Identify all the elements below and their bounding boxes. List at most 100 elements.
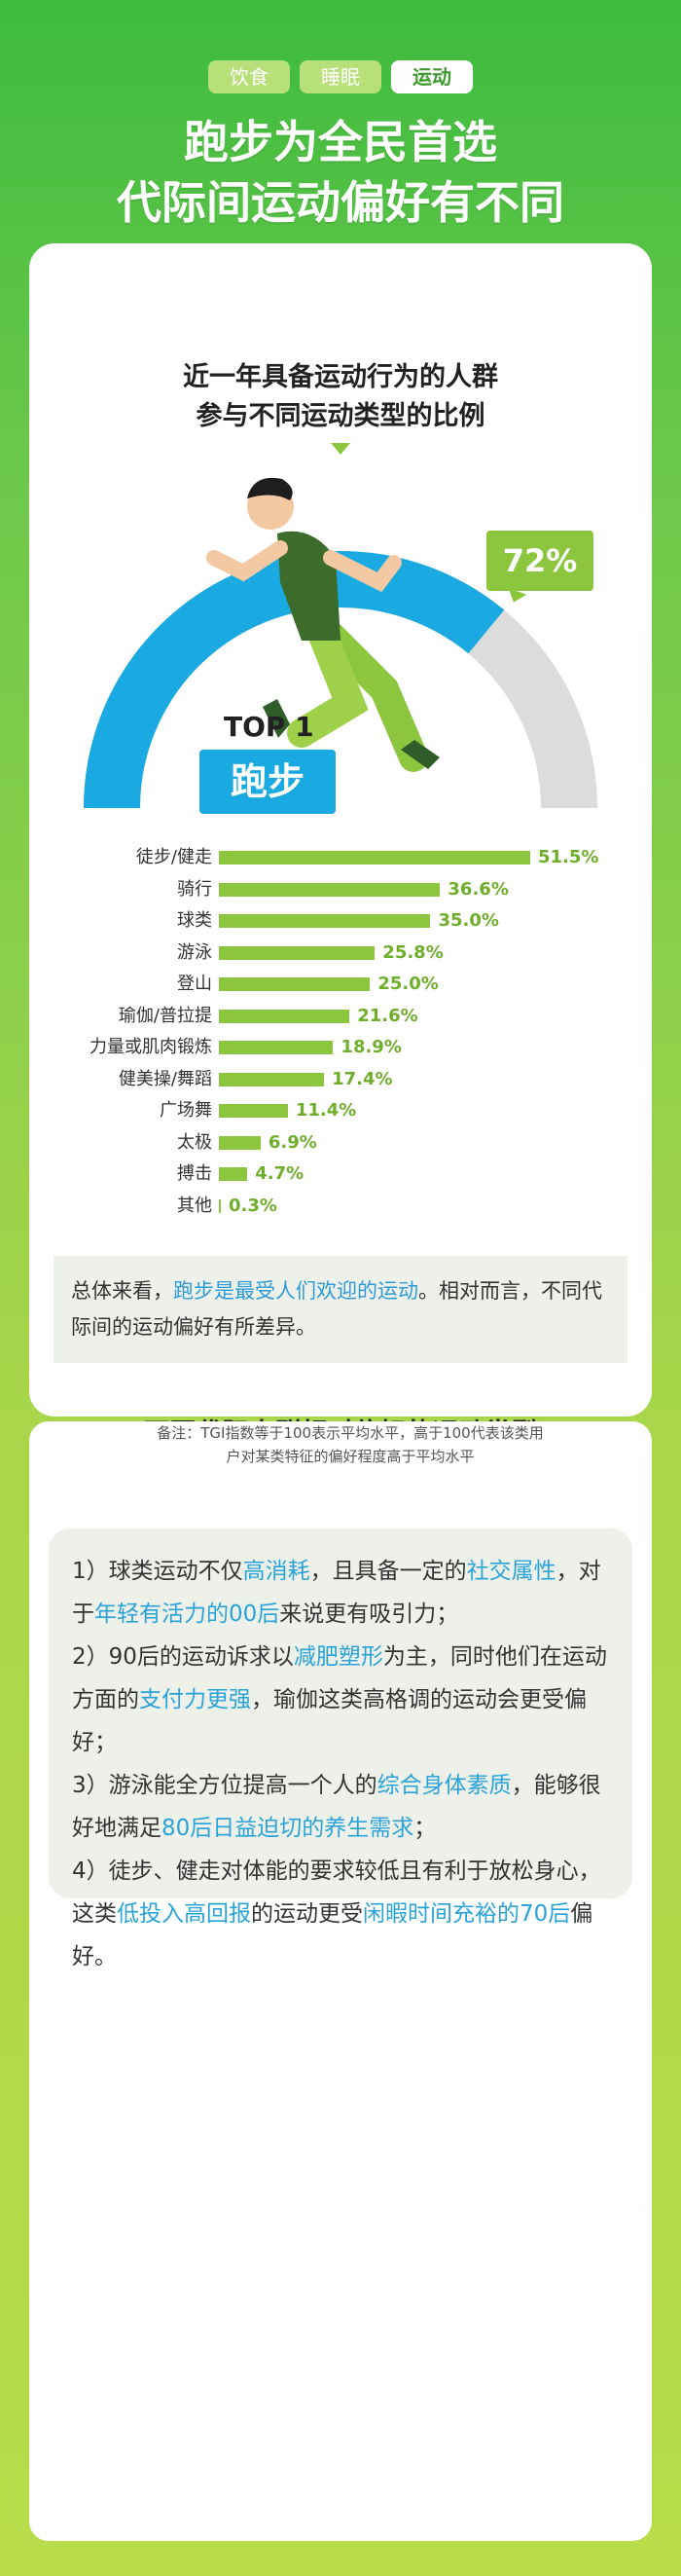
analysis-highlight: 支付力更强 <box>139 1687 251 1712</box>
bar-row: 骑行 36.6% <box>29 876 652 903</box>
analysis-highlight: 闲暇时间充裕的70后 <box>363 1901 571 1927</box>
bar <box>219 914 431 928</box>
bar-value-label: 17.4% <box>332 1068 393 1089</box>
top-percent-badge: 72% <box>486 531 593 591</box>
top-rank-label: TOP 1 <box>224 711 314 743</box>
analysis-highlight: 低投入高回报 <box>117 1901 251 1927</box>
bar <box>219 1198 221 1213</box>
bar-row: 徒步/健走 51.5% <box>29 844 652 871</box>
bar <box>219 945 376 960</box>
summary-note: 总体来看，跑步是最受人们欢迎的运动。相对而言，不同代际间的运动偏好有所差异。 <box>54 1256 627 1363</box>
analysis-paragraph: 2）90后的运动诉求以减肥塑形为主，同时他们在运动方面的支付力更强，瑜伽这类高格… <box>72 1636 609 1764</box>
bar-row: 瑜伽/普拉提 21.6% <box>29 1003 652 1030</box>
bar-category-label: 游泳 <box>177 941 212 963</box>
chart-subtitle-line-1: 近一年具备运动行为的人群 <box>183 362 498 392</box>
tgi-note-line-1: 备注：TGI指数等于100表示平均水平，高于100代表该类用 <box>157 1424 544 1442</box>
gauge-fill <box>84 550 505 809</box>
bar-category-label: 徒步/健走 <box>135 847 212 867</box>
bar-category-label: 广场舞 <box>160 1100 212 1121</box>
bar-category-label: 搏击 <box>177 1163 212 1184</box>
bar <box>219 1104 288 1118</box>
bar-category-label: 太极 <box>177 1131 212 1153</box>
bar-category-label: 瑜伽/普拉提 <box>118 1005 212 1026</box>
bar-value-label: 0.3% <box>229 1195 277 1216</box>
tab-diet[interactable]: 饮食 <box>208 60 290 93</box>
analysis-paragraph: 3）游泳能全方位提高一个人的综合身体素质，能够很好地满足80后日益迫切的养生需求… <box>72 1764 609 1850</box>
bar-value-label: 51.5% <box>538 847 599 867</box>
bar-row: 球类 35.0% <box>29 907 652 935</box>
analysis-text: ，且具备一定的 <box>309 1559 467 1584</box>
bar-row: 太极 6.9% <box>29 1129 652 1157</box>
analysis-summary: 1）球类运动不仅高消耗，且具备一定的社交属性，对于年轻有活力的00后来说更有吸引… <box>49 1528 632 1969</box>
gauge-chart <box>84 550 597 809</box>
analysis-text: 偏好。 <box>72 1901 593 1969</box>
analysis-text: 1）球类运动不仅 <box>72 1559 243 1584</box>
bar-category-label: 球类 <box>177 910 212 931</box>
tab-exercise[interactable]: 运动 <box>391 60 473 93</box>
bar-value-label: 25.8% <box>382 941 444 963</box>
analysis-highlight: 80后日益迫切的养生需求 <box>161 1816 414 1841</box>
analysis-text: ，对于 <box>72 1559 601 1627</box>
summary-text-post: 。相对而言，不同代际间的运动偏好有所差异。 <box>71 1279 602 1339</box>
analysis-highlight: 减肥塑形 <box>293 1644 383 1670</box>
tgi-note: 备注：TGI指数等于100表示平均水平，高于100代表该类用 户对某类特征的偏好… <box>97 1421 603 1468</box>
bar-value-label: 18.9% <box>340 1037 402 1057</box>
bar <box>219 977 371 991</box>
summary-highlight: 跑步是最受人们欢迎的运动 <box>173 1279 418 1303</box>
analysis-text: 3）游泳能全方位提高一个人的 <box>72 1773 377 1798</box>
bar-value-label: 25.0% <box>377 974 439 994</box>
analysis-text: 为主，同时他们在运动方面的 <box>72 1644 607 1712</box>
chart-subtitle-line-2: 参与不同运动类型的比例 <box>196 401 485 431</box>
analysis-text: ，瑜伽这类高格调的运动会更受偏好； <box>72 1687 587 1755</box>
bar-category-label: 健美操/舞蹈 <box>118 1068 212 1089</box>
analysis-highlight: 综合身体素质 <box>376 1773 512 1798</box>
bar-row: 健美操/舞蹈 17.4% <box>29 1066 652 1093</box>
analysis-text: 的运动更受 <box>251 1901 363 1927</box>
bar-value-label: 11.4% <box>295 1100 357 1121</box>
runner-illustration-icon <box>206 477 440 772</box>
bar-value-label: 35.0% <box>438 910 499 931</box>
analysis-highlight: 高消耗 <box>242 1559 310 1584</box>
tgi-note-line-2: 户对某类特征的偏好程度高于平均水平 <box>226 1448 475 1465</box>
analysis-text: ，能够很好地满足 <box>72 1773 601 1841</box>
bar-row: 搏击 4.7% <box>29 1160 652 1188</box>
bar <box>219 1135 261 1150</box>
bar-row: 力量或肌肉锻炼 18.9% <box>29 1034 652 1061</box>
bar-category-label: 其他 <box>177 1195 212 1216</box>
bar <box>219 882 441 897</box>
tab-sleep[interactable]: 睡眠 <box>300 60 381 93</box>
analysis-text: 2）90后的运动诉求以 <box>72 1644 294 1670</box>
analysis-paragraph: 1）球类运动不仅高消耗，且具备一定的社交属性，对于年轻有活力的00后来说更有吸引… <box>72 1550 609 1636</box>
analysis-highlight: 社交属性 <box>466 1559 556 1584</box>
bar-value-label: 21.6% <box>357 1005 418 1026</box>
analysis-text: 来说更有吸引力； <box>279 1601 459 1627</box>
bar-category-label: 登山 <box>177 974 212 994</box>
bar <box>219 851 530 865</box>
summary-text-pre: 总体来看， <box>71 1279 173 1303</box>
page-title-line-2: 代际间运动偏好有不同 <box>117 176 564 229</box>
bar-category-label: 力量或肌肉锻炼 <box>90 1037 212 1057</box>
analysis-highlight: 年轻有活力的00后 <box>94 1601 280 1627</box>
bar <box>219 1072 325 1086</box>
analysis-paragraph: 4）徒步、健走对体能的要求较低且有利于放松身心，这类低投入高回报的运动更受闲暇时… <box>72 1850 609 1978</box>
sport-share-card: 近一年具备运动行为的人群 参与不同运动类型的比例 72% TOP 1 跑步 徒步… <box>29 243 652 1793</box>
bar-value-label: 36.6% <box>448 878 509 900</box>
bar <box>219 1009 350 1023</box>
bar-row: 其他 0.3% <box>29 1193 652 1220</box>
category-tabs: 饮食 睡眠 运动 <box>0 60 681 93</box>
subtitle-caret-icon <box>331 443 350 455</box>
bar-row: 广场舞 11.4% <box>29 1097 652 1124</box>
bar <box>219 1167 248 1181</box>
bar-category-label: 骑行 <box>177 878 212 900</box>
bar-value-label: 6.9% <box>268 1131 317 1153</box>
top-sport-name: 跑步 <box>199 750 336 814</box>
page-title: 跑步为全民首选 代际间运动偏好有不同 <box>0 112 681 233</box>
analysis-card: 备注：TGI指数等于100表示平均水平，高于100代表该类用 户对某类特征的偏好… <box>29 1421 652 2541</box>
analysis-text: ； <box>413 1816 437 1841</box>
bar-row: 游泳 25.8% <box>29 939 652 967</box>
page-title-line-1: 跑步为全民首选 <box>184 116 497 168</box>
bar-row: 登山 25.0% <box>29 971 652 998</box>
bar <box>219 1041 334 1054</box>
bar-value-label: 4.7% <box>255 1163 305 1184</box>
analysis-text: 4）徒步、健走对体能的要求较低且有利于放松身心，这类 <box>72 1858 601 1927</box>
